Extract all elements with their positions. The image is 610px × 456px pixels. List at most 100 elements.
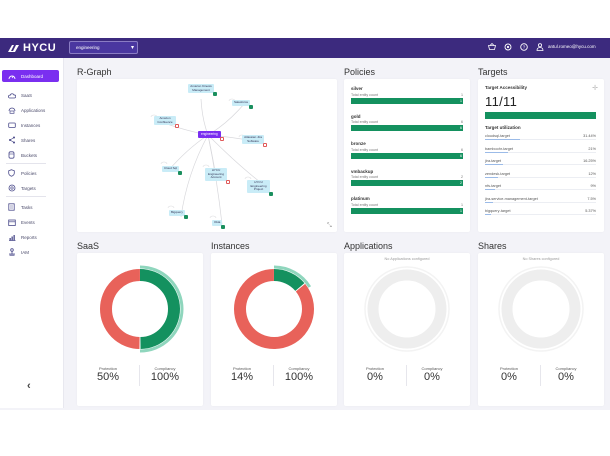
applications-title: Applications [344, 241, 393, 251]
target-utilization-value: 21% [588, 146, 596, 151]
status-badge-icon [226, 179, 230, 184]
target-utilization-fill [485, 164, 504, 166]
sidebar-item-label: Tasks [21, 204, 33, 210]
settings-icon[interactable] [503, 42, 512, 51]
instances-card[interactable]: Protection 14% Compliancy 100% [211, 253, 337, 406]
sidebar-item-saas[interactable]: SaaS [2, 89, 59, 101]
sidebar-item-buckets[interactable]: Buckets [2, 149, 59, 161]
policy-item[interactable]: gold Total entity count 6 6 [351, 113, 463, 131]
rgraph-node[interactable]: HYCU Engineering Project [247, 180, 273, 196]
rgraph-node[interactable]: Bigquery [169, 210, 188, 219]
sidebar-item-dashboard[interactable]: Dashboard [2, 70, 59, 82]
saas-title: SaaS [77, 241, 100, 251]
policy-item[interactable]: vmbackup Total entity count 2 2 [351, 169, 463, 186]
rgraph-node[interactable]: Salesforce [232, 100, 254, 109]
target-utilization-row[interactable]: bamboohr-target 21% [485, 147, 596, 153]
policy-item[interactable]: bronze Total entity count 6 6 [351, 141, 463, 159]
sidebar-item-label: Events [21, 219, 35, 225]
policy-count-row: Total entity count 1 [351, 93, 463, 97]
empty-ring [367, 269, 447, 349]
sidebar-item-label: Reports [21, 234, 37, 240]
rgraph-node[interactable]: Cloud Sql [162, 166, 183, 175]
target-utilization-row[interactable]: jira-service-management-target 7.5% [485, 197, 596, 203]
sidebar-item-label: IAM [21, 249, 30, 255]
policy-count-row: Total entity count 1 [351, 203, 463, 207]
target-utilization-fill [485, 189, 495, 191]
protected-segment [139, 269, 180, 349]
sidebar-item-tasks[interactable]: Tasks [2, 201, 59, 213]
target-accessibility-label: Target Accessibility [485, 85, 528, 90]
applications-icon [7, 106, 16, 115]
policy-count: 2 [461, 175, 463, 179]
user-icon[interactable] [535, 42, 544, 51]
policy-name: gold [351, 113, 361, 119]
compliancy-value: 0% [558, 371, 574, 383]
protection-label: Protection [232, 366, 251, 371]
policy-count: 1 [461, 202, 463, 207]
protection-label: Protection [98, 366, 117, 371]
hycu-logo[interactable]: HYCU [7, 41, 56, 55]
sidebar-item-instances[interactable]: Instances [2, 119, 59, 131]
collapse-sidebar-chevron-left-icon[interactable]: ‹ [27, 380, 31, 392]
sidebar-item-events[interactable]: Events [2, 216, 59, 228]
protection-value: 14% [230, 371, 254, 383]
target-utilization-row[interactable]: bigquery-target 5.37% [485, 209, 596, 216]
saas-card[interactable]: Protection 50% Compliancy 100% [77, 253, 203, 406]
rgraph-edges [150, 88, 261, 225]
target-name: bigquery-target [485, 209, 511, 213]
rgraph-node[interactable]: Atlassian Jira Software [242, 135, 267, 148]
instances-title: Instances [211, 241, 250, 251]
sidebar-item-policies[interactable]: Policies [2, 167, 59, 179]
target-utilization-track [485, 139, 596, 141]
rgraph-node[interactable]: Amazon Kinesis Management [188, 84, 217, 97]
status-badge-icon [213, 92, 217, 97]
shares-donut-chart [498, 266, 584, 352]
target-utilization-row[interactable]: jira-target 16.25% [485, 159, 596, 166]
expand-icon[interactable]: ⤡ [327, 223, 332, 229]
empty-outer-ring [498, 266, 584, 352]
compliancy-value: 100% [284, 371, 314, 383]
sidebar-item-label: Targets [21, 185, 36, 191]
sidebar-item-applications[interactable]: Applications [2, 104, 59, 116]
target-accessibility-bar [485, 112, 596, 119]
policy-bar: 2 [351, 180, 463, 186]
policy-item[interactable]: silver Total entity count 1 1 [351, 86, 463, 104]
protection-label: Protection [499, 366, 518, 371]
compliancy-label: Compliancy [154, 366, 176, 371]
add-target-icon[interactable]: ✛ [592, 85, 598, 92]
target-utilization-row[interactable]: nfs-target 9% [485, 184, 596, 191]
target-name: jira-service-management-target [485, 196, 538, 201]
stat-divider [273, 365, 274, 386]
target-row-text: bamboohr-target 21% [485, 147, 596, 151]
empty-ring [501, 269, 581, 349]
shares-card[interactable]: No Shares configured Protection 0% Complian… [478, 253, 604, 406]
rgraph-node[interactable]: Amazon Confluence [154, 116, 179, 129]
basket-icon[interactable] [487, 42, 496, 51]
status-badge-icon [178, 170, 183, 175]
compliancy-label: Compliancy [288, 366, 310, 371]
stat-divider [139, 365, 140, 386]
rgraph-node[interactable]: HYCU Engineering Account [205, 168, 230, 184]
target-utilization-row[interactable]: cloudsql-target 31.44% [485, 134, 596, 141]
sidebar-item-iam[interactable]: IAM [2, 246, 59, 258]
help-icon[interactable]: ? [519, 42, 528, 51]
rgraph-node[interactable]: Okta [212, 220, 226, 229]
target-name: nfs-target [485, 184, 502, 188]
empty-note: No Applications configured [384, 257, 430, 261]
target-utilization-row[interactable]: zendesk-target 12% [485, 172, 596, 178]
policy-item[interactable]: platinum Total entity count 1 1 [351, 196, 463, 214]
user-email[interactable]: antul.romeo@hycu.com [548, 44, 596, 49]
targets-title: Targets [478, 67, 508, 77]
node-label: engineering [201, 131, 218, 136]
protection-stat: Protection 14% [222, 366, 262, 383]
protection-label: Protection [365, 366, 384, 371]
target-utilization-track [485, 214, 596, 216]
target-name: cloudsql-target [485, 134, 510, 138]
tenant-select[interactable]: engineering ▾ [69, 41, 138, 54]
sidebar-item-targets[interactable]: Targets [2, 182, 59, 194]
rgraph-center-node[interactable]: engineering [198, 131, 224, 141]
sidebar-item-shares[interactable]: Shares [2, 134, 59, 146]
applications-card[interactable]: No Applications configured Protection 0% Co… [344, 253, 470, 406]
sidebar-item-reports[interactable]: Reports [2, 231, 59, 243]
policy-bar-count: 6 [460, 126, 462, 130]
